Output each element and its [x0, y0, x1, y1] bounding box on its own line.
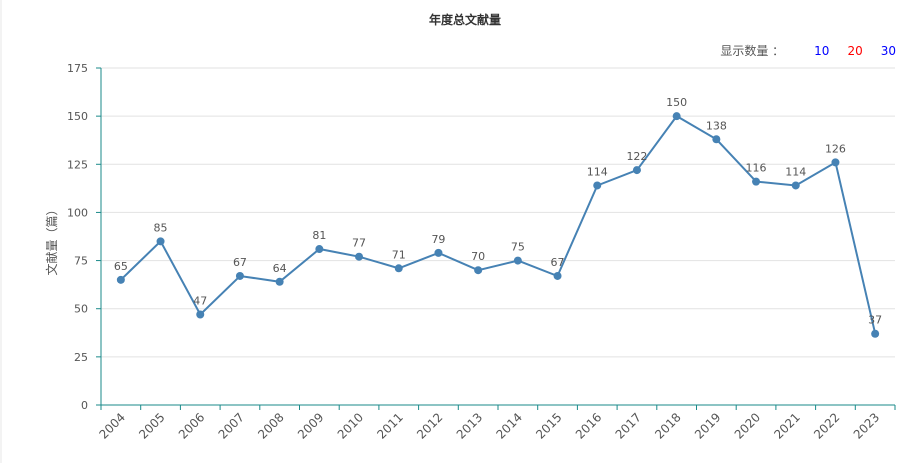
data-label: 122: [626, 150, 647, 163]
y-tick-label: 125: [67, 158, 88, 171]
data-points: [116, 112, 880, 338]
data-point: [513, 256, 522, 265]
axes: [96, 67, 896, 410]
data-point: [355, 252, 364, 261]
show-count-label: 显示数量 ：: [720, 44, 785, 58]
data-label: 85: [154, 221, 168, 234]
series-line: [120, 114, 877, 334]
x-tick-label: 2010: [335, 410, 366, 441]
data-label: 116: [746, 162, 767, 175]
y-tick-label: 25: [74, 351, 88, 364]
data-point: [275, 277, 284, 286]
data-point: [434, 248, 443, 257]
data-label: 77: [352, 237, 366, 250]
left-edge-divider: [0, 0, 2, 463]
chart-title: 年度总文献量: [428, 13, 501, 27]
data-point: [553, 271, 562, 280]
data-label: 81: [312, 229, 326, 242]
x-tick-label: 2007: [216, 410, 247, 441]
x-tick-label: 2020: [732, 410, 763, 441]
show-count-option-30[interactable]: 30: [880, 43, 896, 58]
data-label: 114: [587, 165, 608, 178]
data-point: [235, 271, 244, 280]
show-count-option-10[interactable]: 10: [814, 43, 830, 58]
data-label: 70: [471, 250, 485, 263]
data-label: 67: [551, 256, 565, 269]
y-tick-labels: 0 25 50 75 100 125 150 175: [67, 62, 88, 412]
x-tick-label: 2019: [692, 410, 723, 441]
x-tick-label: 2008: [255, 410, 286, 441]
y-tick-label: 100: [67, 206, 88, 219]
y-tick-label: 0: [81, 399, 88, 412]
x-tick-label: 2022: [811, 410, 842, 441]
data-point: [116, 275, 125, 284]
y-tick-label: 75: [74, 255, 88, 268]
data-label: 47: [193, 294, 207, 307]
data-label: 37: [868, 314, 882, 327]
data-point: [672, 112, 681, 121]
y-tick-label: 150: [67, 110, 88, 123]
data-label: 150: [666, 96, 687, 109]
x-tick-label: 2017: [613, 410, 644, 441]
y-tick-label: 175: [67, 62, 88, 75]
data-label: 114: [785, 165, 806, 178]
x-tick-label: 2016: [573, 410, 604, 441]
x-tick-label: 2014: [493, 410, 524, 441]
x-tick-label: 2018: [652, 410, 683, 441]
x-tick-label: 2021: [771, 410, 802, 441]
data-label: 65: [114, 260, 128, 273]
data-label: 126: [825, 142, 846, 155]
data-label: 138: [706, 119, 727, 132]
data-point: [315, 245, 324, 254]
data-point: [474, 266, 483, 275]
data-point: [394, 264, 403, 273]
data-point: [871, 329, 880, 338]
data-label: 79: [431, 233, 445, 246]
x-tick-label: 2012: [414, 410, 445, 441]
data-label: 67: [233, 256, 247, 269]
x-tick-label: 2011: [374, 410, 405, 441]
x-tick-label: 2013: [454, 410, 485, 441]
data-point: [752, 177, 761, 186]
y-axis-title: 文献量（篇）: [44, 203, 59, 275]
data-point: [196, 310, 205, 319]
data-point: [831, 158, 840, 167]
x-tick-label: 2005: [136, 410, 167, 441]
y-tick-label: 50: [74, 303, 88, 316]
grid-lines: [101, 67, 895, 358]
data-point: [712, 135, 721, 144]
x-tick-label: 2015: [533, 410, 564, 441]
data-point: [632, 166, 641, 175]
data-label: 64: [273, 262, 287, 275]
x-tick-label: 2006: [176, 410, 207, 441]
x-tick-label: 2004: [96, 410, 127, 441]
data-label: 75: [511, 241, 525, 254]
x-tick-labels: 2004 2005 2006 2007 2008 2009 2010 2011 2012 2013…: [96, 410, 882, 441]
data-labels: 65 85 47 67 64 81 77 71 79 70 75 67 114 122 150 138 116 1…: [114, 96, 882, 327]
x-tick-label: 2023: [851, 410, 882, 441]
data-point: [791, 181, 800, 190]
data-point: [593, 181, 602, 190]
data-point: [156, 237, 165, 246]
show-count-controls: 显示数量 ： 10 20 30: [720, 42, 896, 59]
x-tick-label: 2009: [295, 410, 326, 441]
show-count-option-20[interactable]: 20: [847, 43, 863, 58]
data-label: 71: [392, 248, 406, 261]
